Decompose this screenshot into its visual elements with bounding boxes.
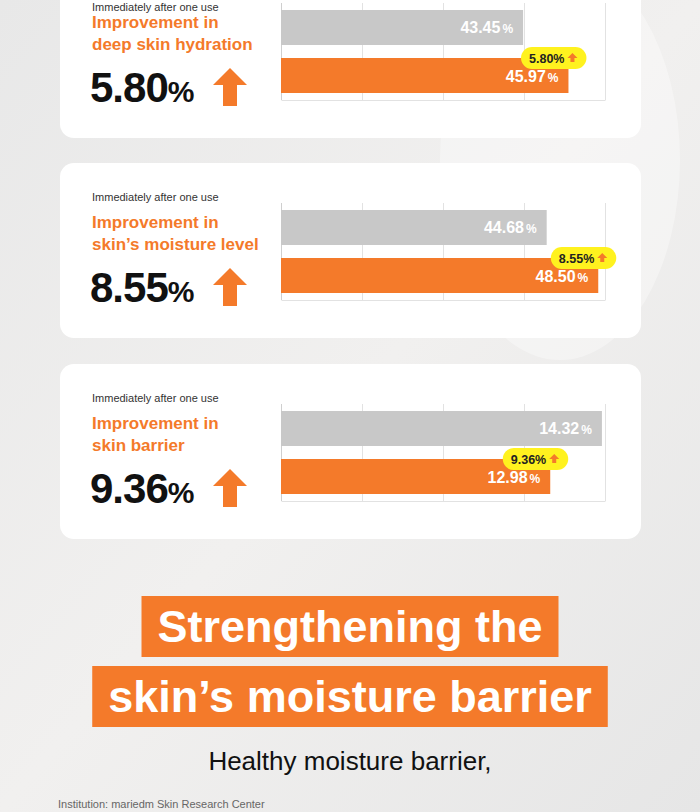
- title-line: deep skin hydration: [92, 35, 253, 54]
- title: Improvement in skin barrier: [92, 414, 219, 455]
- tagline: Healthy moisture barrier,: [208, 746, 491, 776]
- tick: [605, 404, 606, 501]
- change-unit: %: [168, 75, 194, 108]
- axis-line: [282, 300, 606, 301]
- headline: skin’s moisture barrier: [108, 671, 592, 722]
- card: [60, 163, 641, 338]
- title-line: skin barrier: [92, 436, 185, 455]
- data-label-unit: %: [526, 222, 537, 236]
- chart-card: Immediately after one use Improvement in s…: [60, 364, 641, 539]
- badge-arrow: [567, 53, 577, 62]
- arrow-icon: [213, 68, 247, 106]
- headline-band: skin’s moisture barrier: [92, 666, 608, 727]
- badge-bg: [503, 448, 568, 470]
- data-label: 12.98%: [488, 469, 541, 486]
- badge-arrow: [597, 253, 607, 262]
- footer: Institution: mariedm Skin Research Cente…: [58, 798, 265, 810]
- badge: 8.55%: [551, 247, 616, 269]
- badge-label: 5.80%: [529, 52, 564, 66]
- x-axis: [282, 404, 606, 502]
- card: [60, 364, 641, 539]
- x-axis: [282, 3, 606, 101]
- change-number: 8.55: [90, 264, 168, 311]
- data-label-unit: %: [581, 423, 592, 437]
- title-line: Improvement in: [92, 13, 219, 32]
- headline-band: Strengthening the: [142, 596, 559, 657]
- data-label-unit: %: [548, 71, 559, 85]
- data-label-unit: %: [578, 271, 589, 285]
- subtitle: Immediately after one use: [92, 191, 219, 203]
- bar: [281, 411, 602, 446]
- page: Immediately after one useImprovement ind…: [0, 0, 700, 812]
- bars: [281, 210, 598, 293]
- badge: 9.36%: [503, 448, 568, 470]
- change-number: 5.80: [90, 64, 168, 111]
- grid-line: [605, 404, 606, 501]
- change-unit: %: [168, 275, 194, 308]
- badge-bg: [521, 47, 586, 69]
- change-value: 5.80%: [90, 64, 194, 111]
- data-label-number: 12.98: [488, 469, 528, 486]
- card: [60, 0, 641, 138]
- data-label-number: 14.32: [539, 420, 579, 437]
- subtitle: Immediately after one use: [92, 392, 219, 404]
- data-label-unit: %: [530, 472, 541, 486]
- axis-line: [282, 100, 606, 101]
- change-unit: %: [168, 476, 194, 509]
- badge-label: 8.55%: [559, 252, 594, 266]
- data-label-unit: %: [502, 22, 513, 36]
- badge-bg: [551, 247, 616, 269]
- chart-card: Immediately after one use Improvement in s…: [60, 163, 641, 338]
- arrow-icon: [213, 469, 247, 507]
- chart-card: Immediately after one useImprovement in d…: [60, 0, 641, 138]
- tick: [605, 3, 606, 100]
- badge: 5.80%: [521, 47, 586, 69]
- bar: [281, 210, 547, 245]
- change-value: 9.36%: [90, 465, 194, 512]
- title-line: skin’s moisture level: [92, 235, 259, 254]
- title-line: Improvement in: [92, 213, 219, 232]
- change-number: 9.36: [90, 465, 168, 512]
- bars: [281, 411, 602, 494]
- data-label: 45.97%: [506, 68, 559, 85]
- bar: [281, 258, 598, 293]
- data-label-number: 45.97: [506, 68, 546, 85]
- data-label: 48.50%: [536, 268, 589, 285]
- data-label: 43.45%: [460, 19, 513, 36]
- title: Improvement in deep skin hydration: [92, 13, 253, 54]
- bar: [281, 10, 523, 45]
- headline-bg: [92, 666, 608, 727]
- headline-bg: [142, 596, 559, 657]
- title: Improvement in skin’s moisture level: [92, 213, 259, 254]
- data-label-number: 48.50: [536, 268, 576, 285]
- data-label-number: 43.45: [460, 19, 500, 36]
- change-value: 8.55%: [90, 264, 194, 311]
- subtitle: Immediately after one use: [92, 1, 219, 13]
- title-line: Improvement in: [92, 414, 219, 433]
- grid-line: [605, 3, 606, 100]
- axis-line: [282, 501, 606, 502]
- data-label-number: 44.68: [484, 219, 524, 236]
- arrow-icon: [213, 268, 247, 306]
- badge-arrow: [549, 454, 559, 463]
- data-label: 44.68%: [484, 219, 537, 236]
- data-label: 14.32%: [539, 420, 592, 437]
- badge-label: 9.36%: [511, 453, 546, 467]
- headline: Strengthening the: [158, 601, 543, 652]
